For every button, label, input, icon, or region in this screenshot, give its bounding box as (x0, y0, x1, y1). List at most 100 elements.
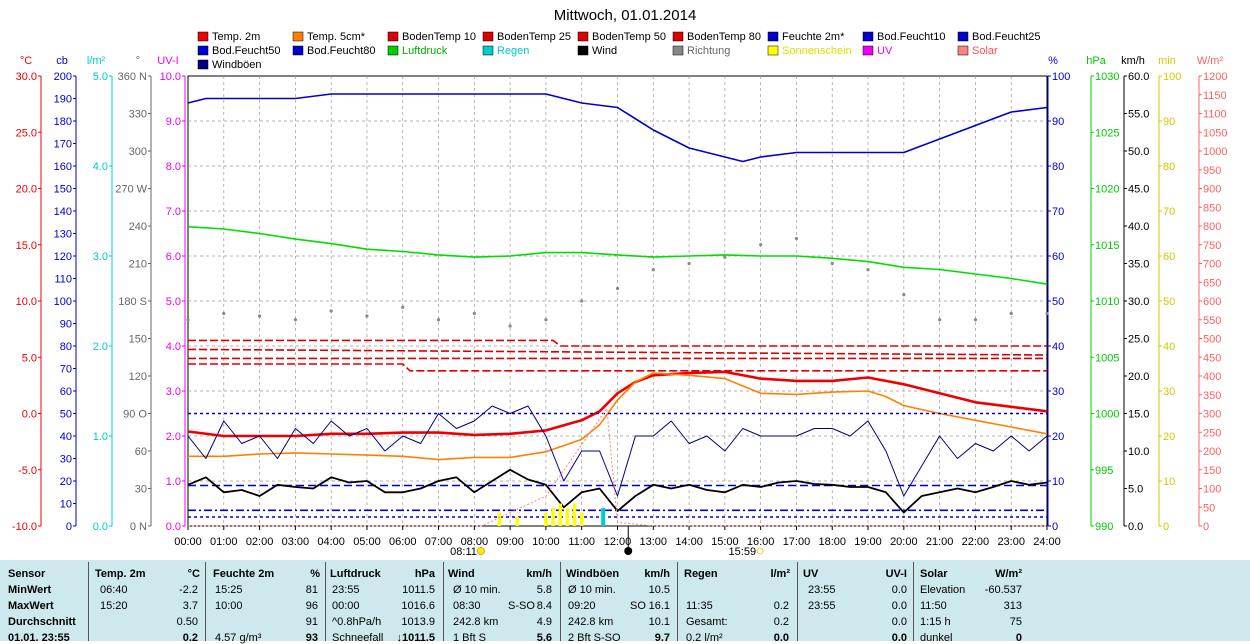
legend-swatch (197, 59, 209, 70)
column-divider (913, 562, 914, 641)
tick-label: 70 (1163, 206, 1175, 218)
uv-time: 23:55 (808, 600, 836, 612)
legend-swatch (672, 31, 684, 42)
tick-label: 20.0 (1128, 371, 1149, 383)
rain-value: 0.2 (773, 616, 789, 628)
x-tick-label: 09:00 (496, 536, 524, 548)
direction-point (794, 236, 799, 241)
axis-unit: min (1158, 55, 1176, 67)
tick-label: 9.0 (166, 116, 181, 128)
tick-label: 70 (60, 364, 72, 376)
legend-swatch (292, 45, 304, 56)
tick-label: 15.0 (16, 240, 37, 252)
tick-label: 50 (1052, 296, 1064, 308)
tick-label: 7.0 (166, 206, 181, 218)
rain-info: Gesamt: (686, 616, 728, 628)
press-time: 23:55 (332, 584, 360, 596)
tick-label: 700 (1203, 259, 1221, 271)
tick-label: -10.0 (12, 521, 37, 533)
direction-point (759, 243, 763, 247)
direction-point (544, 318, 548, 322)
axis-unit: hPa (1086, 55, 1106, 67)
series-bodentemp-25 (187, 348, 1048, 356)
uv-value: 0.0 (891, 584, 907, 596)
direction-point (580, 299, 584, 303)
tick-label: 10 (1052, 476, 1064, 488)
wind-info: 242.8 km (453, 616, 499, 628)
tick-label: 30.0 (1128, 296, 1149, 308)
tick-label: 60 (135, 446, 147, 458)
tick-label: 50.0 (1128, 146, 1149, 158)
legend-label: Solar (972, 45, 998, 57)
header-rain: Regen (684, 568, 718, 580)
series-temp-5cm- (188, 372, 1048, 461)
tick-label: 3.0 (93, 251, 108, 263)
legend-label: Regen (497, 45, 529, 57)
tick-label: 100 (1163, 71, 1181, 83)
tick-label: 400 (1203, 371, 1221, 383)
legend-label: Temp. 2m (212, 31, 260, 43)
tick-label: 40.0 (1128, 221, 1149, 233)
rain-info: 0.2 l/m² (686, 632, 723, 644)
direction-point (830, 261, 834, 266)
legend-label: Luftdruck (402, 45, 448, 57)
legend-item: BodenTemp 80 (672, 31, 761, 43)
legend-swatch (482, 31, 494, 42)
series-line (187, 370, 1048, 438)
column-divider (443, 562, 444, 641)
sunset-icon (756, 547, 764, 555)
header-temp: Temp. 2m (95, 568, 146, 580)
x-tick-label: 23:00 (997, 536, 1025, 548)
tick-label: 1000 (1095, 409, 1119, 421)
tick-label: 210 (129, 259, 147, 271)
tick-label: 0 N (130, 521, 147, 533)
tick-label: 10 (60, 499, 72, 511)
temp-value: 3.7 (182, 600, 198, 612)
weather-chart: Mittwoch, 01.01.2014 Temp. 2m Temp. 5cm* B… (12, 7, 1228, 558)
tick-label: 25.0 (16, 127, 37, 139)
header-press-unit: hPa (414, 568, 435, 580)
direction-point (329, 309, 333, 313)
tick-label: 30 (135, 484, 147, 496)
tick-label: 45.0 (1128, 184, 1149, 196)
gust-info: Ø 10 min. (568, 584, 616, 596)
tick-label: 995 (1095, 465, 1113, 477)
direction-point (651, 268, 655, 272)
tick-label: 0.0 (93, 521, 108, 533)
temp-value: 0.50 (176, 616, 198, 628)
sunshine-bar (572, 503, 577, 526)
wind-value: 5.8 (536, 584, 552, 596)
direction-point (866, 268, 870, 272)
tick-label: 1150 (1203, 90, 1227, 102)
tick-label: 55.0 (1128, 109, 1149, 121)
direction-point (508, 324, 512, 328)
hum-value: 96 (305, 600, 318, 612)
tick-label: 90 (1163, 116, 1175, 128)
header-uv-unit: UV-I (885, 568, 907, 580)
direction-point (1045, 311, 1049, 316)
tick-label: 80 (60, 341, 72, 353)
legend-item: Feuchte 2m* (767, 31, 845, 43)
axes: °C 30.0 25.0 20.0 15.0 10.0 5.0 0.0 -5.0 -10.0 cb 2… (12, 55, 1228, 533)
row-label: MaxWert (8, 600, 54, 612)
wind-info: 1 Bft S (453, 632, 487, 644)
sunshine-bar (565, 508, 570, 526)
header-rain-unit: l/m² (770, 568, 790, 580)
legend-label: Temp. 5cm* (307, 31, 366, 43)
series-line (188, 363, 1047, 372)
tick-label: 10.0 (160, 71, 181, 83)
tick-label: 40 (1052, 341, 1064, 353)
legend-item: Bod.Feucht50 (197, 45, 281, 57)
direction-point (186, 318, 190, 322)
gust-info: 2 Bft S-SO (568, 632, 621, 644)
legend-swatch (197, 31, 209, 42)
legend-swatch (862, 31, 874, 42)
tick-label: 120 (54, 251, 72, 263)
series-line (188, 372, 1048, 461)
tick-label: 40 (1163, 341, 1175, 353)
hum-time: 15:25 (215, 584, 243, 596)
legend-swatch (387, 45, 399, 56)
legend-label: Richtung (687, 45, 730, 57)
tick-label: 0.0 (1128, 521, 1143, 533)
press-value: 1013.9 (401, 616, 435, 628)
